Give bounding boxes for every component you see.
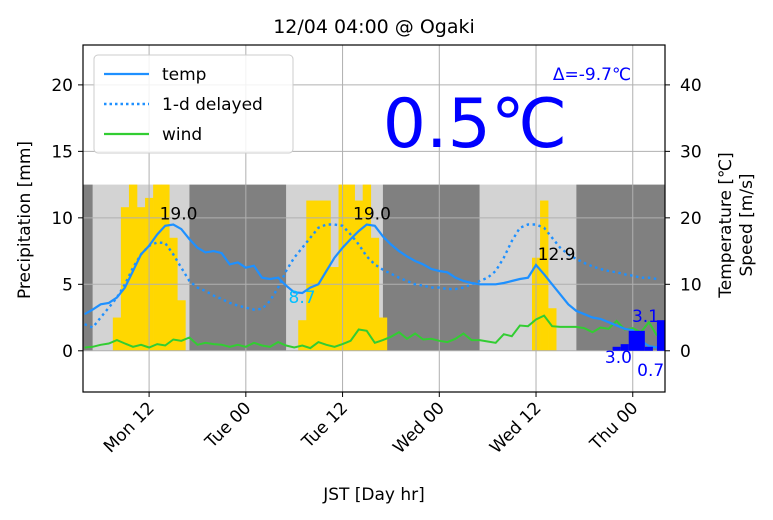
highlight-bar: [656, 320, 665, 351]
precip-bar: [137, 207, 146, 351]
night-band: [83, 184, 93, 351]
precip-bar: [322, 200, 331, 351]
annotation-label: 8.7: [289, 288, 316, 308]
chart-title: 12/04 04:00 @ Ogaki: [273, 16, 475, 38]
legend-box: [93, 54, 294, 154]
precip-bar: [112, 317, 122, 351]
y-right-tick-label: 30: [680, 142, 702, 162]
y-axis-right-ticks: 0 10 20 30 40: [665, 76, 702, 362]
annotation-label: 19.0: [160, 204, 198, 224]
y-axis-right-label-line2: Speed [m/s]: [737, 173, 757, 276]
precip-bar: [306, 200, 315, 351]
y-left-tick-label: 0: [62, 342, 73, 362]
annotations: 19.0 19.0 12.9 8.7 3.1 3.00.7: [160, 204, 665, 381]
precip-bar: [378, 317, 388, 351]
precip-bar: [169, 237, 178, 351]
precip-bar: [330, 267, 339, 351]
y-right-tick-label: 0: [680, 342, 691, 362]
annotation-label: 0.7: [637, 361, 664, 381]
x-tick-label: Tue 12: [298, 398, 353, 453]
y-left-tick-label: 15: [51, 142, 73, 162]
y-axis-left-label: Precipitation [mm]: [15, 141, 35, 299]
annotation-label: 3.1: [632, 307, 659, 327]
highlight-bar: [620, 344, 629, 351]
precip-bar: [298, 320, 307, 351]
legend-label-temp: temp: [162, 65, 206, 85]
precip-bar: [128, 184, 138, 351]
legend-label-wind: wind: [162, 125, 202, 145]
night-band: [189, 184, 287, 351]
x-tick-label: Wed 00: [389, 398, 448, 457]
y-right-tick-label: 40: [680, 76, 702, 96]
series-wind-line: [84, 314, 658, 350]
legend: temp 1-d delayed wind: [93, 54, 294, 154]
precip-bar: [314, 200, 323, 351]
highlight-bar: [644, 346, 653, 351]
highlight-bar: [612, 346, 621, 351]
y-left-tick-label: 20: [51, 76, 73, 96]
night-band: [382, 184, 480, 351]
precip-bar: [153, 184, 162, 351]
series-temp-line: [84, 223, 658, 349]
precip-bar: [161, 184, 170, 351]
highlight-bar: [628, 330, 645, 351]
x-axis-label: JST [Day hr]: [322, 485, 425, 505]
y-axis-right-label-line1: Temperature [℃]: [716, 152, 736, 298]
big-temperature: 0.5℃: [383, 85, 568, 164]
x-tick-label: Thu 00: [586, 398, 643, 455]
precip-bar: [370, 237, 380, 351]
y-axis-left-ticks: 0 5 10 15 20: [51, 76, 83, 362]
precip-bar: [177, 300, 186, 351]
precip-bar: [362, 184, 372, 351]
y-left-tick-label: 10: [51, 209, 73, 229]
legend-label-delayed: 1-d delayed: [162, 95, 263, 115]
x-tick-label: Wed 12: [486, 398, 545, 457]
series-delayed-line: [84, 223, 658, 329]
series-lines: [84, 223, 658, 350]
precip-bar: [354, 200, 364, 351]
precip-bar: [120, 207, 130, 351]
x-tick-label: Tue 00: [201, 398, 256, 453]
annotation-label: 3.0: [605, 348, 632, 368]
y-right-tick-label: 20: [680, 209, 702, 229]
y-left-tick-label: 5: [62, 275, 73, 295]
plot-frame: [82, 44, 666, 393]
highlight-bars: [612, 320, 665, 351]
precip-bar: [346, 184, 355, 351]
x-axis-ticks: Mon 12 Tue 00 Tue 12 Wed 00 Wed 12 Thu 00: [100, 392, 642, 458]
annotation-label: 19.0: [353, 204, 391, 224]
day-band: [479, 184, 577, 351]
precip-bar: [548, 308, 557, 351]
x-tick-label: Mon 12: [100, 398, 159, 457]
y-right-tick-label: 10: [680, 275, 702, 295]
delta-temperature: Δ=-9.7℃: [553, 65, 631, 85]
plot-area: 19.0 19.0 12.9 8.7 3.1 3.00.7: [82, 44, 666, 393]
annotation-label: 12.9: [538, 245, 576, 265]
